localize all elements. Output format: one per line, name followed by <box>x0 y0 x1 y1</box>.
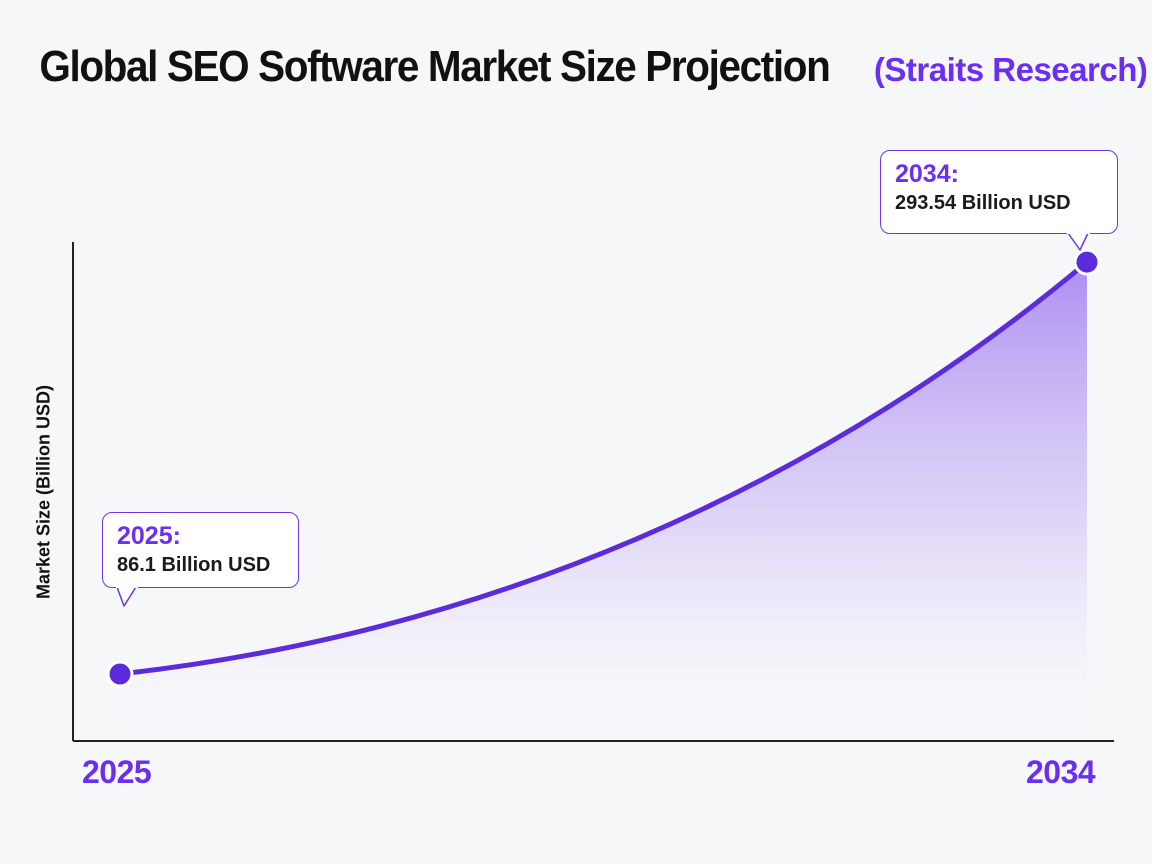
callout-value: 86.1 Billion USD <box>117 554 271 576</box>
callout-year: 2034: <box>895 160 959 188</box>
data-point-2034 <box>1073 248 1101 276</box>
chart-title: Global SEO Software Market Size Projecti… <box>38 42 830 91</box>
series-line <box>117 259 1090 677</box>
series-area-fill <box>120 262 1087 740</box>
chart-source: (Straits Research) <box>873 51 1148 88</box>
data-points <box>106 248 1101 688</box>
data-point-2025 <box>106 660 134 688</box>
x-tick-label-2025: 2025 <box>82 754 152 790</box>
y-axis-label: Market Size (Billion USD) <box>33 384 54 600</box>
x-tick-label-2034: 2034 <box>1026 754 1096 790</box>
callout-value: 293.54 Billion USD <box>895 192 1071 214</box>
chart-title-row: Global SEO Software Market Size Projecti… <box>0 42 1152 92</box>
callout-year: 2025: <box>117 522 181 550</box>
data-label-callout-2034: 2034: 293.54 Billion USD <box>880 150 1118 234</box>
data-label-callout-2025: 2025: 86.1 Billion USD <box>102 512 299 588</box>
